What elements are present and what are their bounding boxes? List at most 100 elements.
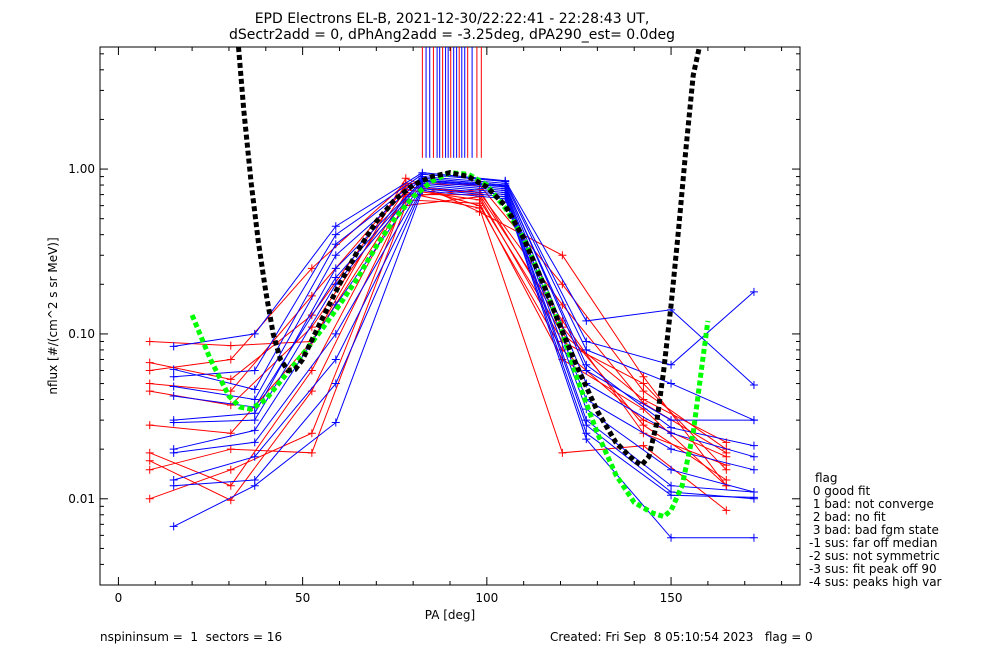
red-series-point (226, 355, 235, 364)
legend-item: 2 bad: no fit (809, 510, 886, 524)
red-series-point (722, 448, 731, 457)
legend-title: flag (815, 471, 838, 485)
red-series-line (149, 177, 727, 487)
red-series-point (558, 448, 567, 457)
red-series-point (226, 465, 235, 474)
blue-series-point (667, 423, 676, 432)
legend-item: -3 sus: fit peak off 90 (809, 562, 937, 576)
red-series-point (145, 448, 154, 457)
blue-series-line (173, 188, 754, 498)
legend-item: 0 good fit (809, 484, 871, 498)
red-series-point (722, 465, 731, 474)
red-series-point (226, 445, 235, 454)
blue-series-point (250, 395, 259, 404)
red-series-point (639, 399, 648, 408)
legend-item: -4 sus: peaks high var (809, 575, 942, 589)
red-series-point (145, 358, 154, 367)
blue-series-point (331, 240, 340, 249)
blue-series-point (250, 426, 259, 435)
blue-series-point (331, 329, 340, 338)
y-tick-label: 0.10 (68, 327, 95, 341)
red-series-line (149, 192, 727, 511)
red-series-point (639, 387, 648, 396)
red-series-point (145, 465, 154, 474)
red-series-point (639, 372, 648, 381)
blue-series-point (749, 452, 758, 461)
blue-series-point (749, 416, 758, 425)
red-series-point (307, 448, 316, 457)
x-tick-label: 50 (295, 591, 310, 605)
green-fit-curve (189, 170, 711, 520)
blue-series-line (173, 179, 755, 447)
red-series-line (149, 184, 727, 458)
legend-item: 3 bad: bad fgm state (809, 523, 939, 537)
blue-series-point (331, 418, 340, 427)
blue-series-line (173, 184, 754, 493)
y-tick-label: 0.01 (68, 492, 95, 506)
blue-series-point (331, 273, 340, 282)
blue-series-point (667, 445, 676, 454)
blue-series-point (667, 360, 676, 369)
blue-series-point (331, 355, 340, 364)
blue-series-point (582, 435, 591, 444)
blue-series-point (582, 337, 591, 346)
red-series-point (145, 494, 154, 503)
blue-series-point (667, 491, 676, 500)
black-fit-curve (236, 47, 702, 469)
x-tick-label: 0 (115, 591, 123, 605)
legend-item: 1 bad: not converge (809, 497, 934, 511)
footer-right: Created: Fri Sep 8 05:10:54 2023 flag = … (550, 630, 813, 644)
blue-series-point (169, 372, 178, 381)
blue-series-point (331, 264, 340, 273)
red-series-point (307, 264, 316, 273)
blue-series-point (250, 438, 259, 447)
red-series-point (145, 387, 154, 396)
red-series-point (722, 476, 731, 485)
blue-series-point (331, 251, 340, 260)
blue-series-point (749, 381, 758, 390)
legend-item: -1 sus: far off median (809, 536, 937, 550)
blue-series-point (582, 345, 591, 354)
blue-series-point (667, 379, 676, 388)
red-series-point (639, 421, 648, 430)
blue-series-point (250, 366, 259, 375)
red-series-point (145, 379, 154, 388)
blue-series-point (501, 194, 510, 203)
blue-series-point (169, 418, 178, 427)
blue-series-point (250, 452, 259, 461)
blue-series-point (749, 465, 758, 474)
y-axis-label: nflux [#/(cm^2 s sr MeV)] (46, 237, 60, 394)
blue-series-point (331, 379, 340, 388)
plot-frame (99, 46, 801, 586)
blue-series-point (250, 481, 259, 490)
y-tick-label: 1.00 (68, 162, 95, 176)
blue-series-point (250, 385, 259, 394)
blue-series-point (582, 316, 591, 325)
red-series-line (149, 182, 727, 450)
blue-series-point (169, 522, 178, 531)
blue-series-point (667, 465, 676, 474)
red-series-point (145, 456, 154, 465)
blue-series-point (749, 533, 758, 542)
plot-area: 0 50 100 150 0.01 0.10 1.00 (68, 46, 801, 605)
footer-left: nspininsum = 1 sectors = 16 (100, 630, 282, 644)
blue-series-point (169, 481, 178, 490)
blue-series-point (749, 441, 758, 450)
red-series-point (722, 506, 731, 515)
blue-series-point (582, 360, 591, 369)
red-series-point (145, 421, 154, 430)
blue-series-point (169, 382, 178, 391)
red-series-line (149, 194, 727, 466)
red-series-point (226, 481, 235, 490)
red-series-point (307, 429, 316, 438)
red-series-point (145, 366, 154, 375)
blue-series-point (667, 416, 676, 425)
blue-series-point (749, 493, 758, 502)
red-series-point (226, 375, 235, 384)
red-series-point (639, 441, 648, 450)
blue-series-point (169, 342, 178, 351)
red-series-line (149, 186, 727, 454)
blue-series-line (173, 182, 755, 493)
chart-title-line1: EPD Electrons EL-B, 2021-12-30/22:22:41 … (255, 11, 650, 27)
